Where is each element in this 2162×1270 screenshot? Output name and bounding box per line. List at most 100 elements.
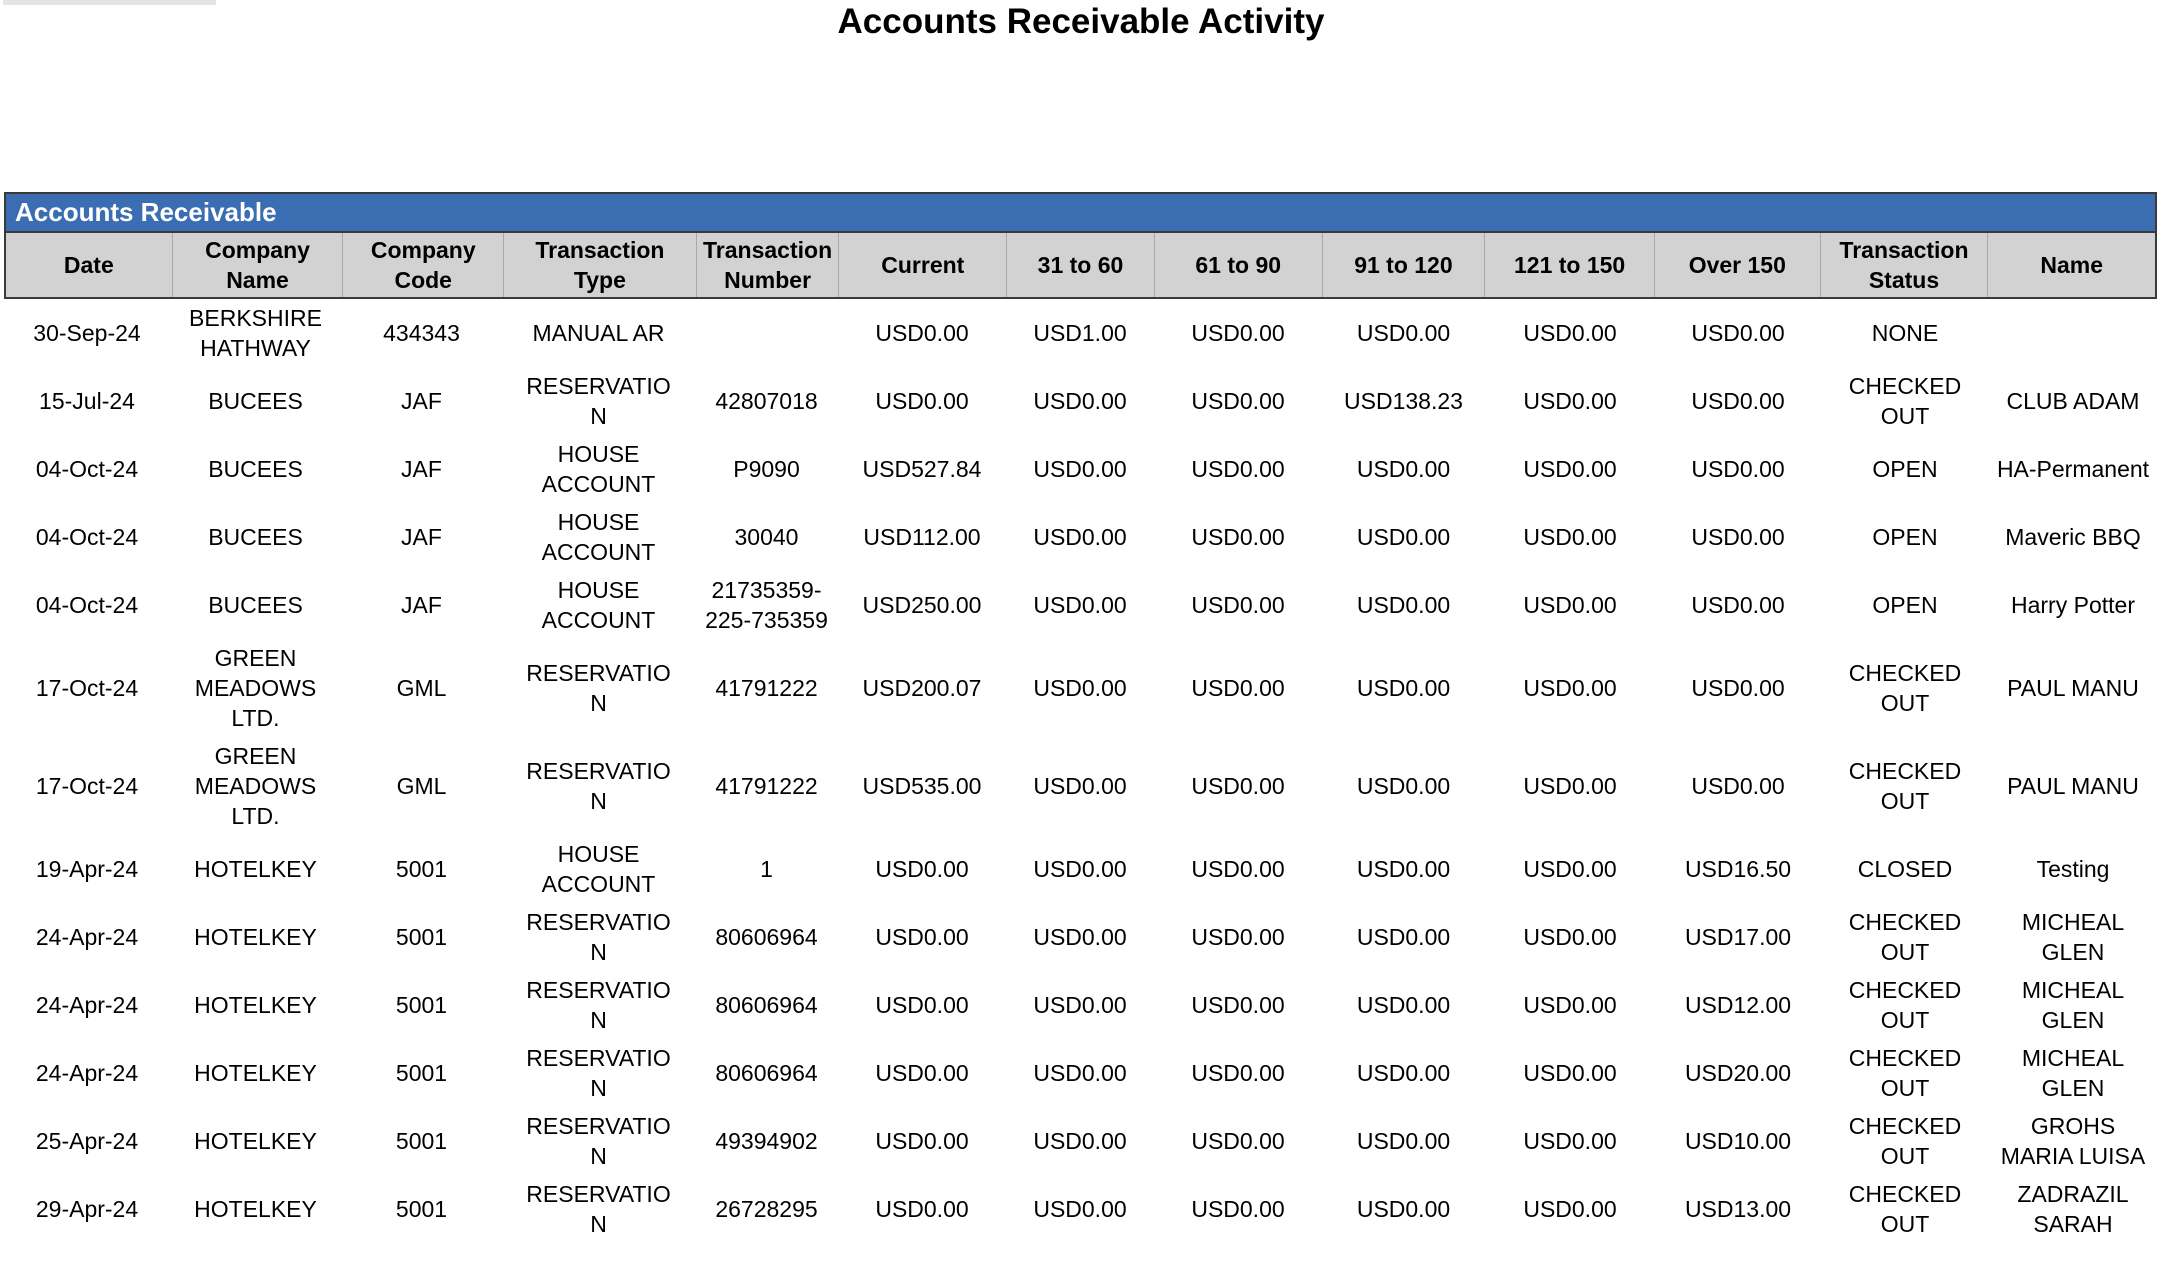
cell-121-to-150: USD0.00 — [1523, 388, 1617, 414]
cell-61-to-90: USD0.00 — [1191, 388, 1285, 414]
cell-current: USD0.00 — [875, 856, 969, 882]
table-row: 04-Oct-24 BUCEES JAF HOUSE ACCOUNT P9090… — [4, 435, 2157, 503]
table-row: 24-Apr-24 HOTELKEY 5001 RESERVATIO N 806… — [4, 903, 2157, 971]
cell-company-name: BUCEES — [208, 388, 303, 414]
cell-91-to-120: USD0.00 — [1356, 524, 1451, 550]
cell-company-name: HOTELKEY — [194, 856, 317, 882]
cell-current: USD112.00 — [863, 524, 981, 550]
cell-91-to-120: USD0.00 — [1356, 924, 1451, 950]
cell-transaction-number: 49394902 — [715, 1128, 818, 1154]
cell-company-code: 5001 — [395, 1060, 448, 1086]
cell-company-code: 5001 — [395, 1128, 448, 1154]
cell-current: USD250.00 — [862, 592, 982, 618]
table-row: 19-Apr-24 HOTELKEY 5001 HOUSE ACCOUNT 1 … — [4, 835, 2157, 903]
table-row: 24-Apr-24 HOTELKEY 5001 RESERVATIO N 806… — [4, 971, 2157, 1039]
cell-31-to-60: USD0.00 — [1033, 856, 1127, 882]
cell-date: 04-Oct-24 — [35, 592, 139, 618]
cell-31-to-60: USD0.00 — [1033, 1128, 1127, 1154]
column-header-transaction-number: Transaction Number — [695, 233, 839, 297]
cell-121-to-150: USD0.00 — [1523, 856, 1617, 882]
cell-current: USD535.00 — [862, 773, 982, 799]
column-header-91-to-120: 91 to 120 — [1321, 233, 1485, 297]
cell-91-to-120: USD0.00 — [1356, 456, 1451, 482]
cell-transaction-status: CHECKED OUT — [1848, 660, 1962, 716]
cell-61-to-90: USD0.00 — [1191, 856, 1285, 882]
cell-over-150: USD0.00 — [1691, 320, 1785, 346]
cell-company-code: 5001 — [395, 924, 448, 950]
cell-company-name: BERKSHIRE HATHWAY — [189, 305, 322, 361]
cell-transaction-type: RESERVATIO N — [526, 1045, 671, 1101]
table-row: 29-Apr-24 HOTELKEY 5001 RESERVATIO N 267… — [4, 1175, 2157, 1243]
cell-date: 15-Jul-24 — [39, 388, 135, 414]
cell-121-to-150: USD0.00 — [1523, 524, 1617, 550]
cell-date: 04-Oct-24 — [35, 524, 139, 550]
cell-31-to-60: USD1.00 — [1033, 320, 1127, 346]
column-header-over-150: Over 150 — [1653, 233, 1820, 297]
cell-31-to-60: USD0.00 — [1033, 675, 1127, 701]
cell-company-code: GML — [396, 773, 447, 799]
cell-name — [1989, 299, 2157, 367]
cell-name: ZADRAZIL SARAH — [2017, 1181, 2129, 1237]
cell-over-150: USD0.00 — [1691, 388, 1785, 414]
cell-61-to-90: USD0.00 — [1191, 320, 1285, 346]
column-header-transaction-type: Transaction Type — [503, 233, 696, 297]
cell-61-to-90: USD0.00 — [1191, 1060, 1285, 1086]
cell-transaction-status: CHECKED OUT — [1848, 1113, 1962, 1169]
cell-transaction-number: 26728295 — [715, 1196, 818, 1222]
cell-transaction-number: 21735359- 225-735359 — [705, 577, 828, 633]
cell-31-to-60: USD0.00 — [1033, 1060, 1127, 1086]
cell-date: 04-Oct-24 — [35, 456, 139, 482]
cell-91-to-120: USD0.00 — [1356, 992, 1451, 1018]
cell-date: 25-Apr-24 — [35, 1128, 139, 1154]
cell-name: HA-Permanent — [1996, 456, 2150, 482]
cell-over-150: USD12.00 — [1684, 992, 1792, 1018]
table-section-bar: Accounts Receivable — [6, 194, 2155, 233]
cell-91-to-120: USD0.00 — [1356, 1060, 1451, 1086]
cell-31-to-60: USD0.00 — [1033, 924, 1127, 950]
cell-transaction-status: CHECKED OUT — [1848, 373, 1962, 429]
cell-61-to-90: USD0.00 — [1191, 924, 1285, 950]
cell-31-to-60: USD0.00 — [1033, 992, 1127, 1018]
table-row: 04-Oct-24 BUCEES JAF HOUSE ACCOUNT 30040… — [4, 503, 2157, 571]
cell-company-code: JAF — [401, 456, 442, 482]
column-header-61-to-90: 61 to 90 — [1153, 233, 1322, 297]
table-head-block: Accounts Receivable Date Company Name Co… — [4, 192, 2157, 299]
cell-company-code: GML — [396, 675, 447, 701]
cell-121-to-150: USD0.00 — [1523, 1196, 1617, 1222]
cell-over-150: USD0.00 — [1691, 524, 1785, 550]
cell-transaction-status: OPEN — [1872, 592, 1938, 618]
cell-91-to-120: USD0.00 — [1356, 592, 1451, 618]
cell-transaction-number: 80606964 — [715, 992, 818, 1018]
cell-company-name: HOTELKEY — [194, 924, 317, 950]
cell-name: Harry Potter — [2011, 592, 2135, 618]
cell-company-name: HOTELKEY — [194, 992, 317, 1018]
cell-transaction-type: RESERVATIO N — [526, 909, 671, 965]
table-row: 25-Apr-24 HOTELKEY 5001 RESERVATIO N 493… — [4, 1107, 2157, 1175]
column-header-date: Date — [63, 252, 114, 278]
cell-61-to-90: USD0.00 — [1191, 592, 1285, 618]
column-header-name: Name — [1987, 233, 2155, 297]
cell-company-name: BUCEES — [208, 524, 303, 550]
cell-61-to-90: USD0.00 — [1191, 524, 1285, 550]
cell-over-150: USD17.00 — [1684, 924, 1792, 950]
cell-transaction-status: OPEN — [1872, 524, 1938, 550]
cell-121-to-150: USD0.00 — [1523, 992, 1617, 1018]
cell-transaction-type: HOUSE ACCOUNT — [541, 577, 656, 633]
table-body: 30-Sep-24 BERKSHIRE HATHWAY 434343 MANUA… — [4, 299, 2157, 1243]
cell-transaction-status: OPEN — [1872, 456, 1938, 482]
cell-over-150: USD0.00 — [1691, 675, 1785, 701]
cell-transaction-type: RESERVATIO N — [526, 977, 671, 1033]
cell-transaction-type: RESERVATIO N — [526, 1113, 671, 1169]
table-row: 15-Jul-24 BUCEES JAF RESERVATIO N 428070… — [4, 367, 2157, 435]
cell-transaction-number: 80606964 — [715, 924, 818, 950]
column-header-company-code: Company Code — [342, 233, 503, 297]
cell-transaction-type: RESERVATIO N — [526, 373, 671, 429]
cell-transaction-number: 1 — [760, 856, 773, 882]
cell-transaction-type: RESERVATIO N — [526, 758, 671, 814]
cell-company-code: 5001 — [395, 1196, 448, 1222]
cell-over-150: USD0.00 — [1691, 456, 1785, 482]
cell-date: 19-Apr-24 — [35, 856, 139, 882]
cell-31-to-60: USD0.00 — [1033, 524, 1127, 550]
cell-date: 17-Oct-24 — [35, 675, 139, 701]
column-header-121-to-150: 121 to 150 — [1484, 233, 1654, 297]
